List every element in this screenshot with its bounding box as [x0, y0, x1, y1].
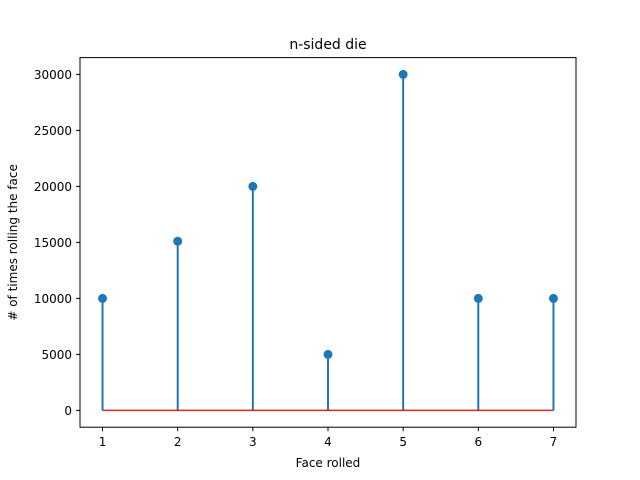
- plot-area: [98, 69, 558, 412]
- y-tick-label: 25000: [34, 124, 72, 138]
- x-axis: 1 2 3 4 5 6 7: [99, 427, 558, 449]
- x-tick-label: 4: [324, 435, 332, 449]
- y-tick-label: 20000: [34, 180, 72, 194]
- data-point: [173, 236, 183, 246]
- x-tick-label: 5: [399, 435, 407, 449]
- x-tick-label: 6: [474, 435, 482, 449]
- y-tick-label: 10000: [34, 292, 72, 306]
- y-tick-label: 30000: [34, 68, 72, 82]
- x-tick-label: 1: [99, 435, 107, 449]
- y-axis-label: # of times rolling the face: [6, 164, 20, 321]
- y-tick-label: 15000: [34, 236, 72, 250]
- data-point: [248, 181, 258, 191]
- x-tick-label: 3: [249, 435, 257, 449]
- data-point: [548, 293, 558, 303]
- chart-title: n-sided die: [289, 37, 366, 53]
- x-axis-label: Face rolled: [296, 456, 361, 470]
- data-point: [473, 293, 483, 303]
- data-point: [323, 349, 333, 359]
- data-point: [398, 69, 408, 79]
- y-tick-label: 0: [64, 404, 72, 418]
- y-axis: 0 5000 10000 15000 20000 25000 30000: [34, 68, 80, 418]
- x-tick-label: 2: [174, 435, 182, 449]
- y-tick-label: 5000: [41, 348, 72, 362]
- data-point: [98, 293, 108, 303]
- x-tick-label: 7: [550, 435, 558, 449]
